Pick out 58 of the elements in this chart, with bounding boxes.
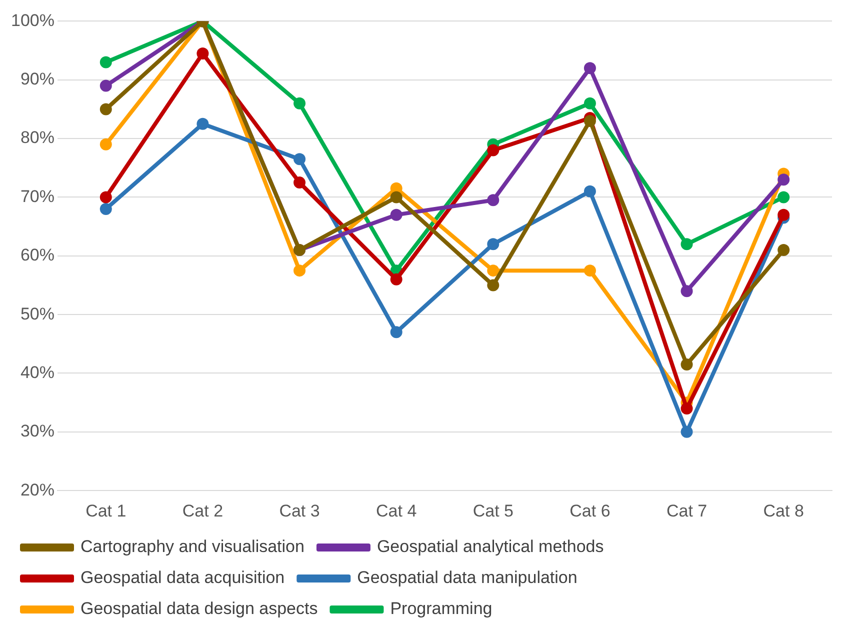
x-tick-label: Cat 5 (472, 501, 514, 520)
legend-label: Geospatial data design aspects (80, 599, 318, 618)
legend-label: Cartography and visualisation (80, 537, 304, 556)
point (680, 358, 693, 370)
point (680, 238, 693, 250)
point (294, 97, 306, 110)
point (390, 191, 402, 204)
point (584, 97, 596, 110)
point (196, 118, 209, 130)
point (487, 194, 500, 206)
point (390, 273, 402, 286)
x-tick-label: Cat 7 (666, 501, 708, 520)
point (294, 153, 306, 166)
point (487, 144, 500, 156)
x-tick-label: Cat 8 (763, 501, 804, 520)
point (584, 264, 596, 277)
point (680, 285, 693, 298)
x-tick-label: Cat 3 (279, 501, 320, 520)
point (100, 138, 112, 150)
point (294, 264, 306, 277)
point (778, 191, 790, 204)
point (778, 174, 790, 186)
y-tick-label: 70% (20, 186, 54, 206)
point (294, 176, 306, 189)
point (100, 202, 112, 215)
point (487, 264, 500, 277)
point (390, 208, 402, 221)
point (196, 47, 209, 60)
legend-label: Geospatial data manipulation (357, 568, 578, 588)
point (487, 238, 500, 250)
point (584, 114, 596, 127)
x-tick-label: Cat 4 (376, 501, 417, 520)
point (100, 80, 112, 92)
point (390, 326, 402, 338)
point (680, 402, 693, 414)
point (584, 62, 596, 74)
y-tick-label: 40% (20, 362, 54, 382)
x-tick-label: Cat 1 (86, 501, 126, 520)
y-tick-label: 50% (20, 304, 54, 324)
point (680, 426, 693, 438)
y-tick-label: 60% (20, 246, 54, 265)
point (778, 244, 790, 256)
x-tick-label: Cat 2 (182, 501, 224, 520)
point (778, 208, 790, 221)
point (100, 191, 112, 204)
y-tick-label: 20% (20, 480, 54, 500)
y-tick-label: 90% (20, 70, 54, 89)
y-tick-label: 30% (20, 422, 54, 441)
point (584, 185, 596, 198)
legend-label: Programming (390, 599, 492, 618)
x-tick-label: Cat 6 (570, 501, 610, 520)
legend-label: Geospatial analytical methods (376, 537, 604, 556)
point (487, 279, 500, 292)
y-tick-label: 100% (10, 10, 54, 30)
y-tick-label: 80% (20, 128, 54, 148)
legend-label: Geospatial data acquisition (80, 568, 285, 588)
point (100, 103, 112, 116)
point (100, 56, 112, 68)
